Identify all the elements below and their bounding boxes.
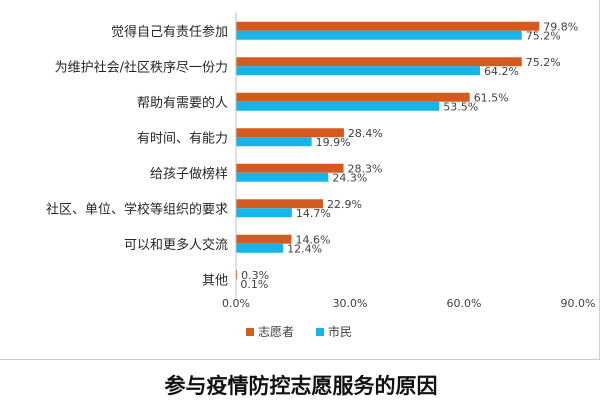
legend-swatch-volunteer (246, 328, 254, 336)
data-label: 61.5% (474, 91, 509, 104)
category-label: 帮助有需要的人 (137, 95, 228, 111)
chart-frame: 觉得自己有责任参加 79.8% 75.2% 为维护社会/社区秩序尽一份力 75.2% 64… (0, 0, 600, 360)
data-label: 0.3% (241, 269, 269, 282)
citizen-bar (236, 101, 440, 111)
data-label: 22.9% (327, 198, 362, 211)
citizen-bar (236, 137, 312, 147)
data-label: 75.2% (526, 29, 561, 42)
data-label: 28.4% (348, 127, 383, 140)
volunteer-bar (236, 21, 540, 31)
citizen-bar (236, 172, 329, 182)
x-tick-label: 30.0% (333, 297, 368, 310)
volunteer-bar (236, 270, 238, 280)
data-label: 19.9% (316, 136, 351, 149)
x-tick-label: 90.0% (561, 297, 596, 310)
category-label: 有时间、有能力 (137, 131, 228, 146)
data-label: 64.2% (484, 65, 519, 78)
volunteer-bar (236, 199, 324, 209)
category-label: 可以和更多人交流 (124, 237, 228, 253)
legend-label: 市民 (328, 324, 352, 339)
volunteer-bar (236, 57, 522, 67)
citizen-bar (236, 243, 284, 253)
data-label: 75.2% (526, 56, 561, 69)
category-label: 社区、单位、学校等组织的要求 (46, 201, 228, 217)
volunteer-bar (236, 234, 292, 244)
data-label: 28.3% (348, 162, 383, 175)
x-tick-label: 0.0% (222, 297, 250, 310)
data-label: 14.6% (295, 233, 330, 246)
data-label: 79.8% (543, 20, 578, 33)
x-tick-label: 60.0% (447, 297, 482, 310)
citizen-bar (236, 66, 480, 76)
data-label: 12.4% (287, 242, 322, 255)
data-label: 53.5% (443, 100, 478, 113)
legend-swatch-citizen (316, 328, 324, 336)
citizen-bar (236, 30, 522, 40)
category-label: 为维护社会/社区秩序尽一份力 (55, 59, 228, 75)
data-label: 0.1% (240, 278, 268, 291)
category-label: 给孩子做榜样 (150, 166, 228, 182)
category-label: 觉得自己有责任参加 (111, 24, 228, 40)
data-label: 24.3% (332, 171, 367, 184)
data-label: 14.7% (296, 207, 331, 220)
volunteer-bar (236, 92, 470, 102)
category-label: 其他 (202, 273, 228, 288)
bar-chart: 觉得自己有责任参加 79.8%75.2%为维护社会/社区秩序尽一份力 75.2%64… (46, 12, 596, 339)
chart-caption: 参与疫情防控志愿服务的原因 (164, 374, 438, 398)
volunteer-bar (236, 163, 344, 173)
citizen-bar (236, 208, 292, 218)
legend-label: 志愿者 (258, 325, 294, 339)
volunteer-bar (236, 128, 344, 138)
